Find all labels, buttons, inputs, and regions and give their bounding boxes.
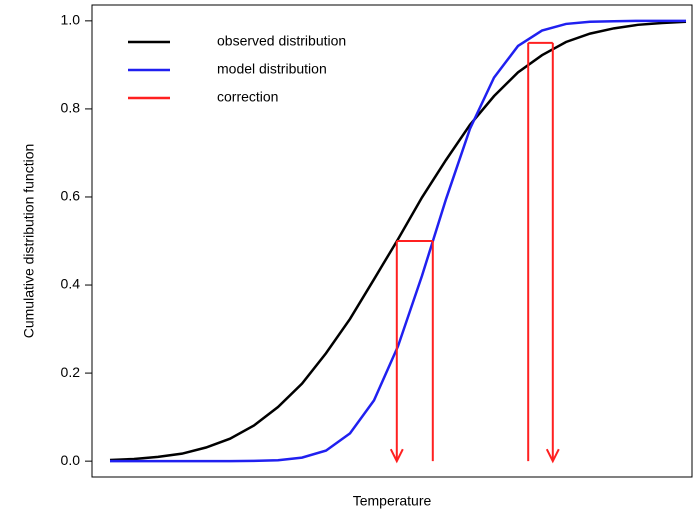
- y-tick-label: 1.0: [61, 12, 81, 28]
- correction-arrowhead: [545, 448, 560, 464]
- legend-label: model distribution: [217, 61, 327, 77]
- legend-label: observed distribution: [217, 33, 346, 49]
- plot-frame: [91, 4, 693, 478]
- y-tick-label: 0.2: [61, 364, 81, 380]
- series-line: [109, 20, 687, 462]
- y-tick-label: 0.0: [61, 452, 81, 468]
- y-tick-label: 0.4: [61, 276, 81, 292]
- legend-label: correction: [217, 89, 278, 105]
- y-tick-label: 0.6: [61, 188, 81, 204]
- correction-arrowhead: [389, 448, 404, 464]
- x-axis-label: Temperature: [353, 493, 432, 509]
- y-tick-label: 0.8: [61, 100, 81, 116]
- y-axis-label: Cumulative distribution function: [21, 144, 37, 339]
- series-line: [110, 19, 686, 463]
